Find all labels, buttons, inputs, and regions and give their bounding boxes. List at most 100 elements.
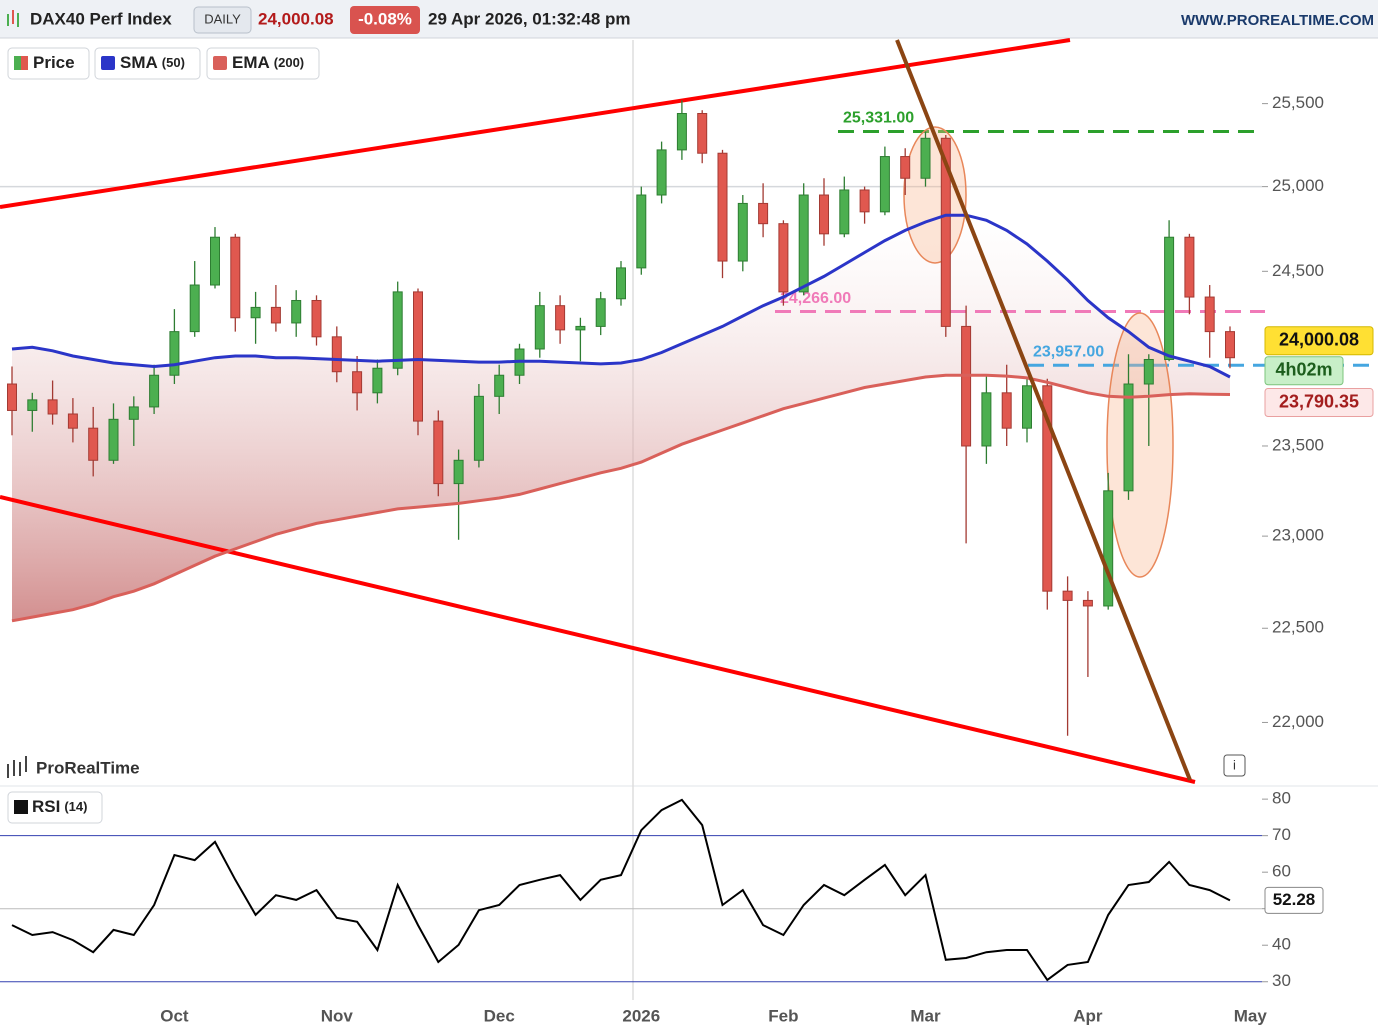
ma-line bbox=[11, 213, 1231, 379]
candle-body bbox=[291, 299, 302, 324]
candle-body bbox=[210, 236, 220, 286]
change: -0.08% bbox=[358, 9, 412, 28]
candle-body bbox=[1225, 331, 1235, 359]
countdown: 4h02m bbox=[1275, 359, 1332, 379]
rsi-chip bbox=[7, 791, 103, 824]
candle-body bbox=[1184, 236, 1195, 298]
legend-chip bbox=[206, 47, 320, 80]
x-tick-label: Feb bbox=[768, 1006, 798, 1025]
candle-body bbox=[372, 367, 383, 394]
candle-body bbox=[879, 156, 890, 213]
y-tick-label: 23,000 bbox=[1272, 526, 1324, 545]
legend-swatch bbox=[213, 56, 227, 70]
y-tick-label: 80 bbox=[1272, 789, 1291, 808]
candle-body bbox=[1164, 236, 1175, 360]
candle-body bbox=[128, 406, 139, 420]
candle-body bbox=[920, 137, 931, 179]
legend-chip bbox=[7, 47, 90, 80]
legend-name: Price bbox=[33, 53, 75, 72]
candle-body bbox=[940, 137, 951, 327]
candle-body bbox=[1123, 383, 1134, 492]
candle-body bbox=[270, 306, 281, 324]
timeframe: DAILY bbox=[204, 11, 241, 26]
candle-body bbox=[311, 299, 322, 338]
candle-body bbox=[555, 305, 566, 331]
y-tick-label: 60 bbox=[1272, 862, 1291, 881]
candle-body bbox=[189, 284, 200, 333]
trendline bbox=[895, 39, 1192, 781]
candle-body bbox=[636, 194, 647, 269]
x-tick-label: 2026 bbox=[622, 1006, 660, 1025]
candle-body bbox=[169, 331, 180, 376]
highlight-ellipse bbox=[1106, 312, 1174, 578]
candle-body bbox=[839, 189, 850, 235]
fill-layer bbox=[12, 215, 1230, 621]
legend-swatch bbox=[21, 56, 28, 70]
candle-body bbox=[1062, 590, 1073, 601]
legend-entry: SMA (50) bbox=[120, 53, 185, 72]
price-tag bbox=[1264, 326, 1374, 356]
candle-body bbox=[108, 418, 119, 461]
value-tag bbox=[1264, 886, 1324, 914]
legend-swatch bbox=[14, 56, 21, 70]
legend-name: SMA bbox=[120, 53, 158, 72]
y-tick-label: 25,000 bbox=[1272, 176, 1324, 195]
source: WWW.PROREALTIME.COM bbox=[1181, 12, 1374, 29]
candle-body bbox=[900, 156, 911, 179]
x-tick-label: Nov bbox=[321, 1006, 354, 1025]
rsi-chip-icon bbox=[14, 800, 28, 814]
candle-body bbox=[392, 291, 403, 369]
x-tick-label: Oct bbox=[160, 1006, 189, 1025]
candle-body bbox=[798, 194, 809, 293]
candle-body bbox=[819, 194, 829, 235]
candle-body bbox=[433, 420, 444, 485]
legend-swatch bbox=[101, 56, 115, 70]
candle-body bbox=[27, 399, 38, 411]
candle-body bbox=[961, 325, 972, 447]
candle-body bbox=[47, 399, 58, 415]
header-price: 24,000.08 bbox=[258, 9, 334, 28]
candle-body bbox=[575, 325, 586, 331]
instrument-title: DAX40 Perf Index bbox=[30, 9, 172, 28]
x-tick-label: May bbox=[1234, 1006, 1268, 1025]
candle-body bbox=[352, 371, 363, 394]
candle-body bbox=[859, 189, 870, 213]
y-tick-label: 40 bbox=[1272, 935, 1291, 954]
x-tick-label: Apr bbox=[1073, 1006, 1103, 1025]
trendline bbox=[0, 495, 1196, 784]
candle-body bbox=[1143, 358, 1154, 385]
mark-layer bbox=[7, 100, 1235, 982]
trendline bbox=[0, 38, 1071, 209]
legend-entry: Price bbox=[33, 53, 75, 72]
value-tag-label: 52.28 bbox=[1273, 890, 1316, 909]
y-tick-label: 30 bbox=[1272, 971, 1291, 990]
candle-body bbox=[595, 298, 606, 327]
price-tag bbox=[1264, 388, 1374, 418]
candle-body bbox=[453, 459, 464, 485]
watermark: ProRealTime bbox=[36, 758, 140, 777]
countdown-box bbox=[1264, 356, 1344, 386]
legend-params: (50) bbox=[162, 55, 185, 70]
info-button[interactable] bbox=[1223, 754, 1246, 777]
x-tick-label: Dec bbox=[484, 1006, 515, 1025]
candle-body bbox=[717, 152, 728, 262]
y-tick-label: 25,500 bbox=[1272, 93, 1324, 112]
y-tick-label: 22,000 bbox=[1272, 712, 1324, 731]
y-tick-label: 23,500 bbox=[1272, 435, 1324, 454]
candle-body bbox=[230, 236, 241, 319]
candle-body bbox=[1042, 385, 1053, 592]
y-tick-label: 24,500 bbox=[1272, 261, 1324, 280]
candle-body bbox=[413, 291, 423, 422]
rsi-params: (14) bbox=[64, 799, 87, 814]
y-tick-label: 70 bbox=[1272, 825, 1291, 844]
legend-chip bbox=[94, 47, 201, 80]
level-label: 25,331.00 bbox=[843, 110, 914, 127]
candle-body bbox=[1022, 385, 1032, 429]
legend-params: (200) bbox=[274, 55, 304, 70]
legend-entry: EMA (200) bbox=[232, 53, 304, 72]
timeframe-box bbox=[193, 6, 252, 34]
legend: Price SMA (50) EMA (200) bbox=[7, 47, 320, 80]
info-icon: i bbox=[1233, 757, 1236, 772]
